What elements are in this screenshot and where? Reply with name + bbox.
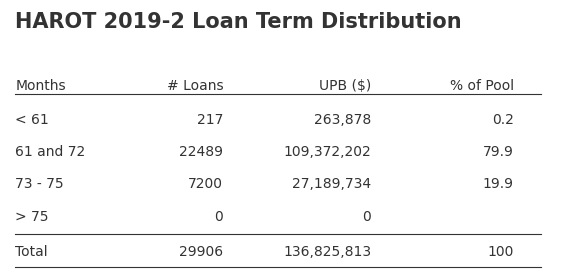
Text: % of Pool: % of Pool: [450, 79, 514, 93]
Text: Months: Months: [15, 79, 66, 93]
Text: UPB ($): UPB ($): [319, 79, 371, 93]
Text: 7200: 7200: [188, 178, 223, 191]
Text: 61 and 72: 61 and 72: [15, 145, 86, 159]
Text: 217: 217: [197, 113, 223, 127]
Text: 0: 0: [214, 210, 223, 224]
Text: 109,372,202: 109,372,202: [283, 145, 371, 159]
Text: 29906: 29906: [179, 245, 223, 259]
Text: 263,878: 263,878: [314, 113, 371, 127]
Text: HAROT 2019-2 Loan Term Distribution: HAROT 2019-2 Loan Term Distribution: [15, 12, 462, 32]
Text: 0.2: 0.2: [492, 113, 514, 127]
Text: 136,825,813: 136,825,813: [283, 245, 371, 259]
Text: 22489: 22489: [180, 145, 223, 159]
Text: Total: Total: [15, 245, 48, 259]
Text: > 75: > 75: [15, 210, 48, 224]
Text: 73 - 75: 73 - 75: [15, 178, 64, 191]
Text: < 61: < 61: [15, 113, 49, 127]
Text: 27,189,734: 27,189,734: [292, 178, 371, 191]
Text: 100: 100: [487, 245, 514, 259]
Text: 0: 0: [363, 210, 371, 224]
Text: # Loans: # Loans: [166, 79, 223, 93]
Text: 19.9: 19.9: [483, 178, 514, 191]
Text: 79.9: 79.9: [483, 145, 514, 159]
